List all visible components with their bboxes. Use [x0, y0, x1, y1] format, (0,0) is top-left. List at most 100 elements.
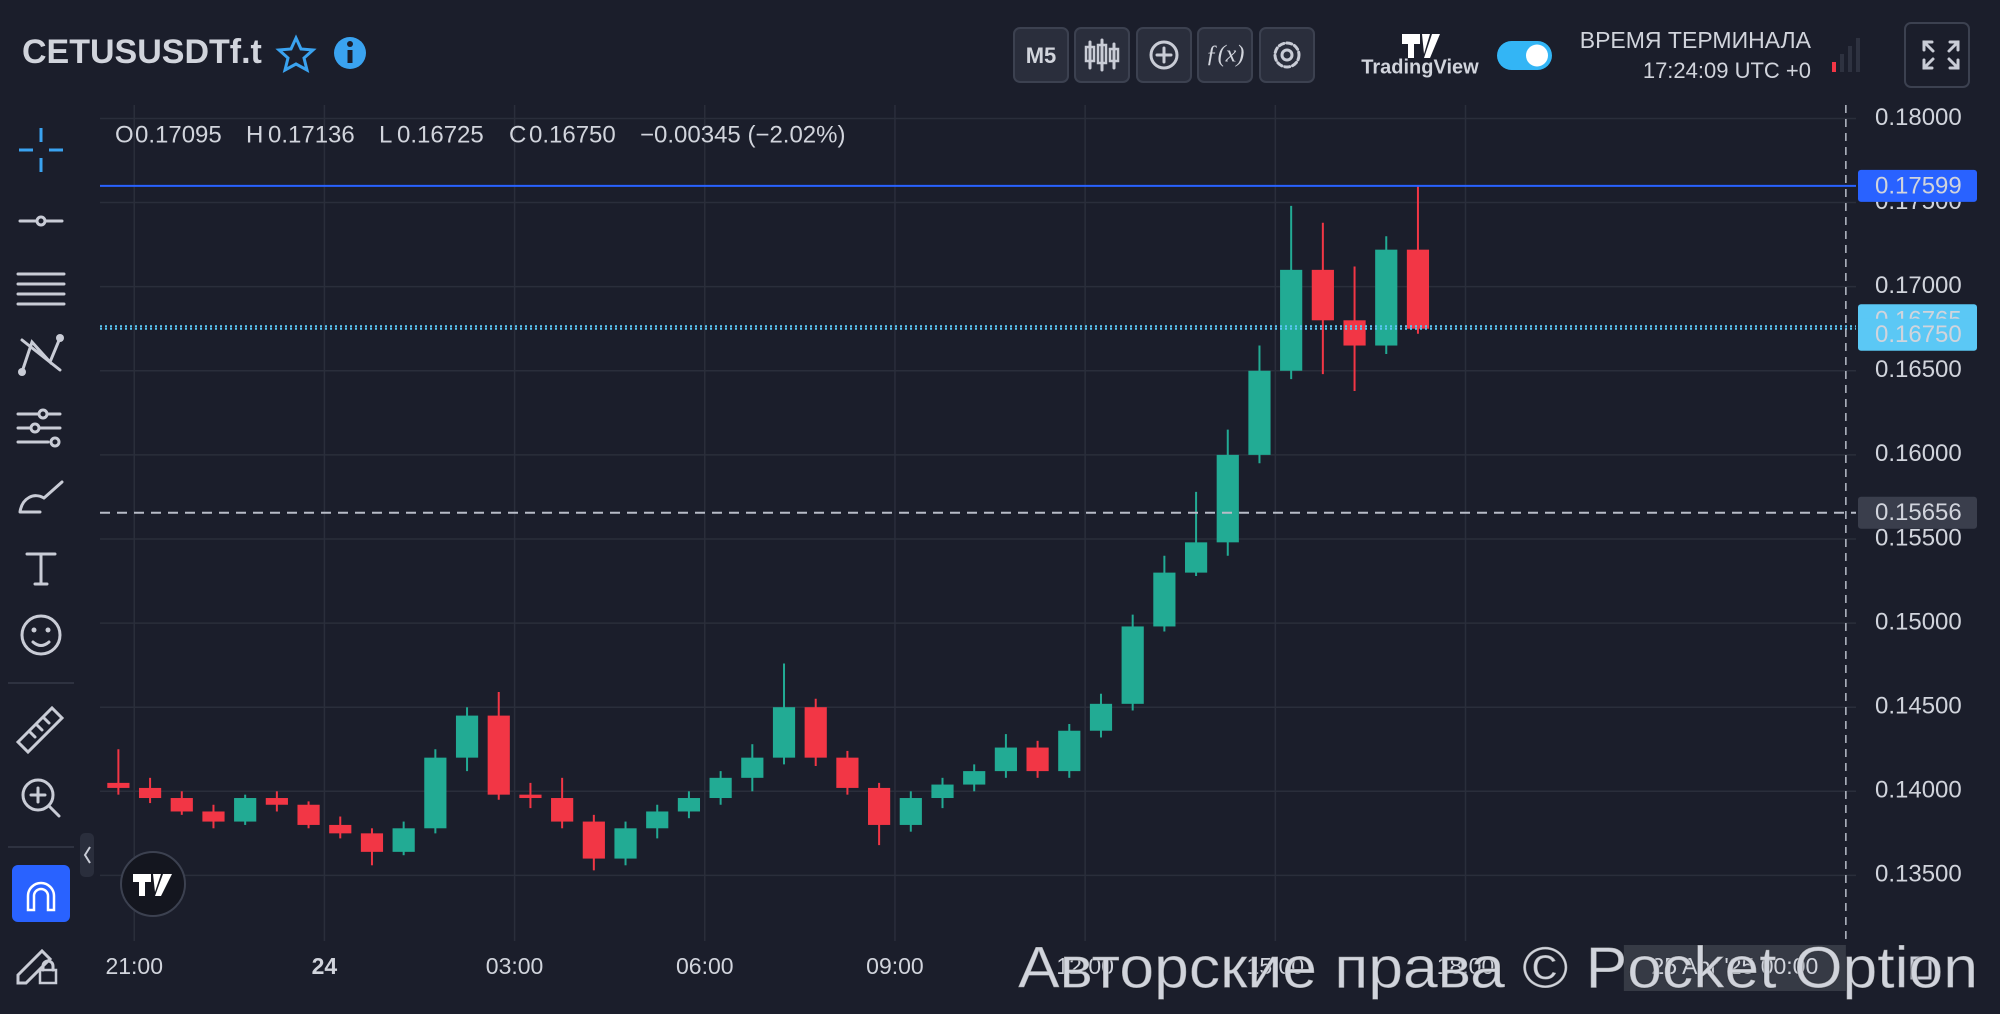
candle-body: [1311, 269, 1334, 321]
legend-key: O: [115, 121, 134, 148]
x-tick-label: 24: [312, 953, 338, 979]
price-label-box: [1858, 496, 1977, 529]
svg-text:ƒ(x): ƒ(x): [1206, 42, 1245, 68]
candle-body: [1375, 249, 1398, 346]
terminal-time: 17:24:09 UTC +0: [1643, 58, 1811, 83]
legend-key: C: [509, 121, 526, 148]
price-label: 0.17599: [1875, 172, 1962, 199]
crosshair-tool[interactable]: [19, 128, 63, 172]
magnet-tool[interactable]: [12, 865, 70, 922]
brand: TradingView: [1361, 56, 1479, 78]
candle-body: [582, 821, 605, 859]
candle-body: [614, 828, 637, 859]
legend-value: 0.17095: [135, 121, 222, 148]
timeframe: M5: [1026, 43, 1057, 68]
candle-body: [1343, 320, 1366, 346]
emoji-tool[interactable]: [20, 614, 62, 656]
candle-body: [804, 707, 827, 758]
brush-tool[interactable]: [18, 480, 64, 514]
y-tick-label: 0.17000: [1875, 272, 1962, 299]
candle-body: [899, 798, 922, 825]
chart-type-button[interactable]: [1074, 27, 1130, 83]
candle-body: [1216, 454, 1239, 543]
reset-button[interactable]: [1910, 956, 1932, 980]
candle-body: [1184, 542, 1208, 573]
fib-tool[interactable]: [16, 272, 66, 306]
candle-body: [265, 798, 288, 805]
candle-body: [360, 833, 384, 852]
candle-body: [1280, 269, 1303, 371]
candle-body: [868, 787, 891, 825]
candle-body: [170, 798, 193, 812]
watermark: Авторские права © Pocket Option: [1018, 935, 1978, 1000]
collapse-toolbar[interactable]: [80, 833, 94, 877]
fullscreen-button[interactable]: [1904, 22, 1970, 88]
forecast-tool[interactable]: [16, 408, 62, 448]
x-tick-label: 06:00: [676, 953, 734, 979]
line-tool[interactable]: [18, 215, 64, 227]
candle-body: [202, 811, 225, 822]
ruler-tool[interactable]: [15, 705, 65, 755]
toggle[interactable]: [1497, 41, 1552, 70]
y-tick-label: 0.16000: [1875, 440, 1962, 467]
price-label: 0.15656: [1875, 499, 1962, 526]
y-tick-label: 0.15000: [1875, 608, 1962, 635]
indicators-button[interactable]: ƒ(x): [1197, 27, 1253, 83]
favorite-star[interactable]: [275, 34, 317, 73]
candle-body: [138, 787, 162, 799]
lock-tool[interactable]: [16, 948, 58, 985]
candle-body: [1089, 703, 1113, 731]
legend-value: 0.17136: [268, 121, 355, 148]
candle-body: [487, 715, 510, 795]
x-tick-label: 09:00: [866, 953, 924, 979]
settings-button[interactable]: [1259, 27, 1315, 83]
crosshair-label: 25 Apr '25 00:00: [1651, 953, 1818, 979]
candle-body: [931, 784, 954, 799]
legend-key: H: [246, 121, 263, 148]
candle-body: [772, 707, 796, 758]
terminal-time-label: ВРЕМЯ ТЕРМИНАЛА: [1580, 27, 1812, 53]
add-button[interactable]: [1136, 27, 1192, 83]
candle-body: [1121, 626, 1144, 704]
candle-body: [455, 715, 479, 758]
zoom-tool[interactable]: [21, 778, 61, 818]
legend-change: −0.00345 (−2.02%): [640, 121, 846, 148]
candle-body: [1026, 747, 1049, 772]
candle-body: [1058, 730, 1081, 772]
legend-value: 0.16725: [397, 121, 484, 148]
x-tick-label: 03:00: [486, 953, 544, 979]
candle-body: [994, 747, 1017, 772]
x-tick-label: 15:00: [1247, 953, 1305, 979]
candle-body: [107, 782, 130, 788]
legend-value: 0.16750: [529, 121, 616, 148]
text-tool[interactable]: [25, 552, 57, 586]
candle-body: [1248, 370, 1271, 455]
candle-body: [1406, 249, 1430, 329]
price-label: 0.16750: [1875, 321, 1962, 348]
candle-body: [392, 828, 415, 852]
symbol: CETUSUSDTf.t: [22, 33, 262, 71]
candle-body: [551, 798, 574, 822]
candle-body: [1153, 572, 1176, 627]
info-button[interactable]: [334, 37, 366, 69]
separator: [8, 682, 74, 684]
candle-body: [234, 798, 257, 822]
candle-body: [677, 798, 701, 812]
price-label-box: [1858, 318, 1977, 351]
tradingview-logo: [1402, 34, 1440, 58]
tradingview-badge[interactable]: [120, 851, 186, 917]
candle-body: [836, 757, 859, 788]
legend-key: L: [379, 121, 392, 148]
candle-body: [646, 811, 669, 829]
candle-body: [963, 771, 986, 785]
timeframe-button[interactable]: M5: [1013, 27, 1069, 83]
separator: [8, 846, 74, 848]
y-tick-label: 0.14500: [1875, 693, 1962, 720]
x-tick-label: 21:00: [105, 953, 163, 979]
y-tick-label: 0.16500: [1875, 356, 1962, 383]
y-tick-label: 0.13500: [1875, 861, 1962, 888]
pattern-tool[interactable]: [18, 334, 64, 376]
crosshair-label-box: [1623, 945, 1846, 991]
